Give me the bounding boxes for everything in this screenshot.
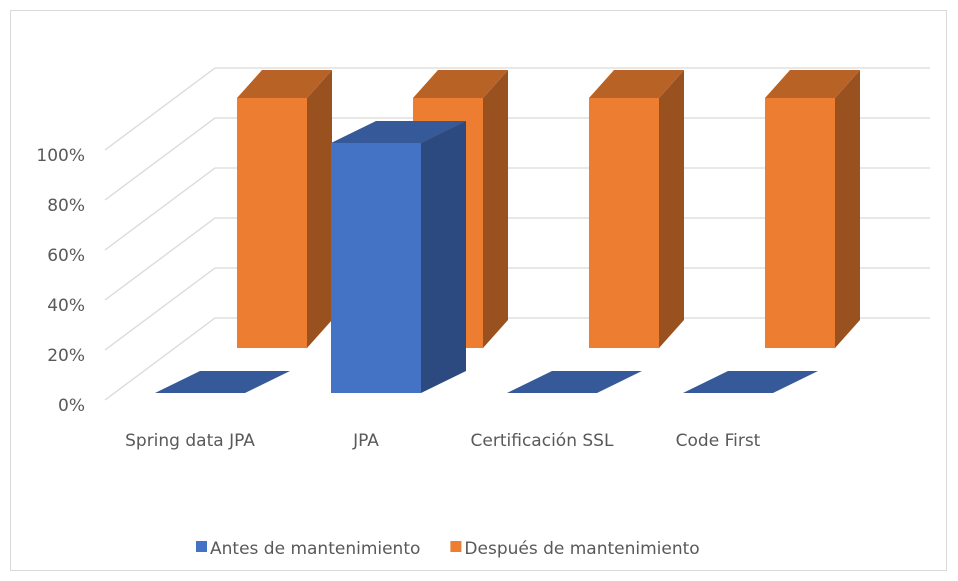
bar: [237, 70, 332, 348]
y-tick-label: 60%: [47, 246, 85, 266]
bar-side: [483, 70, 508, 348]
bar-side: [307, 70, 332, 348]
legend-label: Después de mantenimiento: [464, 539, 699, 559]
grid-line: [104, 67, 930, 151]
x-tick-label: Certificación SSL: [471, 431, 614, 451]
bar-front: [331, 143, 421, 393]
bar-top: [413, 70, 508, 98]
bar: [155, 371, 290, 393]
y-tick-label: 40%: [47, 296, 85, 316]
bar-top: [683, 371, 818, 393]
x-tick-label: Code First: [676, 431, 761, 451]
legend-swatch: [450, 541, 462, 552]
bar: [589, 70, 684, 348]
grid-line: [104, 117, 930, 201]
x-tick-label: Spring data JPA: [125, 431, 255, 451]
bar: [683, 371, 818, 393]
bar: [507, 371, 642, 393]
y-tick-label: 80%: [47, 196, 85, 216]
bar-side: [659, 70, 684, 348]
y-tick-label: 100%: [36, 146, 85, 166]
y-tick-label: 0%: [58, 396, 85, 416]
y-tick-label: 20%: [47, 346, 85, 366]
grid-line: [104, 167, 930, 251]
grid-line: [104, 317, 930, 401]
bar-side: [835, 70, 860, 348]
bar-top: [765, 70, 860, 98]
bar-top: [155, 371, 290, 393]
bar-top: [331, 121, 466, 143]
x-tick-label: JPA: [352, 431, 379, 451]
grid-line: [104, 217, 930, 301]
bar: [765, 70, 860, 348]
bar: [331, 121, 466, 393]
legend-label: Antes de mantenimiento: [210, 539, 420, 559]
bar-front: [237, 98, 307, 348]
bar-top: [237, 70, 332, 98]
bar-front: [589, 98, 659, 348]
bar-top: [589, 70, 684, 98]
bar-front: [765, 98, 835, 348]
grid-line: [104, 267, 930, 351]
bar-side: [421, 121, 466, 393]
legend-swatch: [196, 541, 207, 552]
bar-top: [507, 371, 642, 393]
